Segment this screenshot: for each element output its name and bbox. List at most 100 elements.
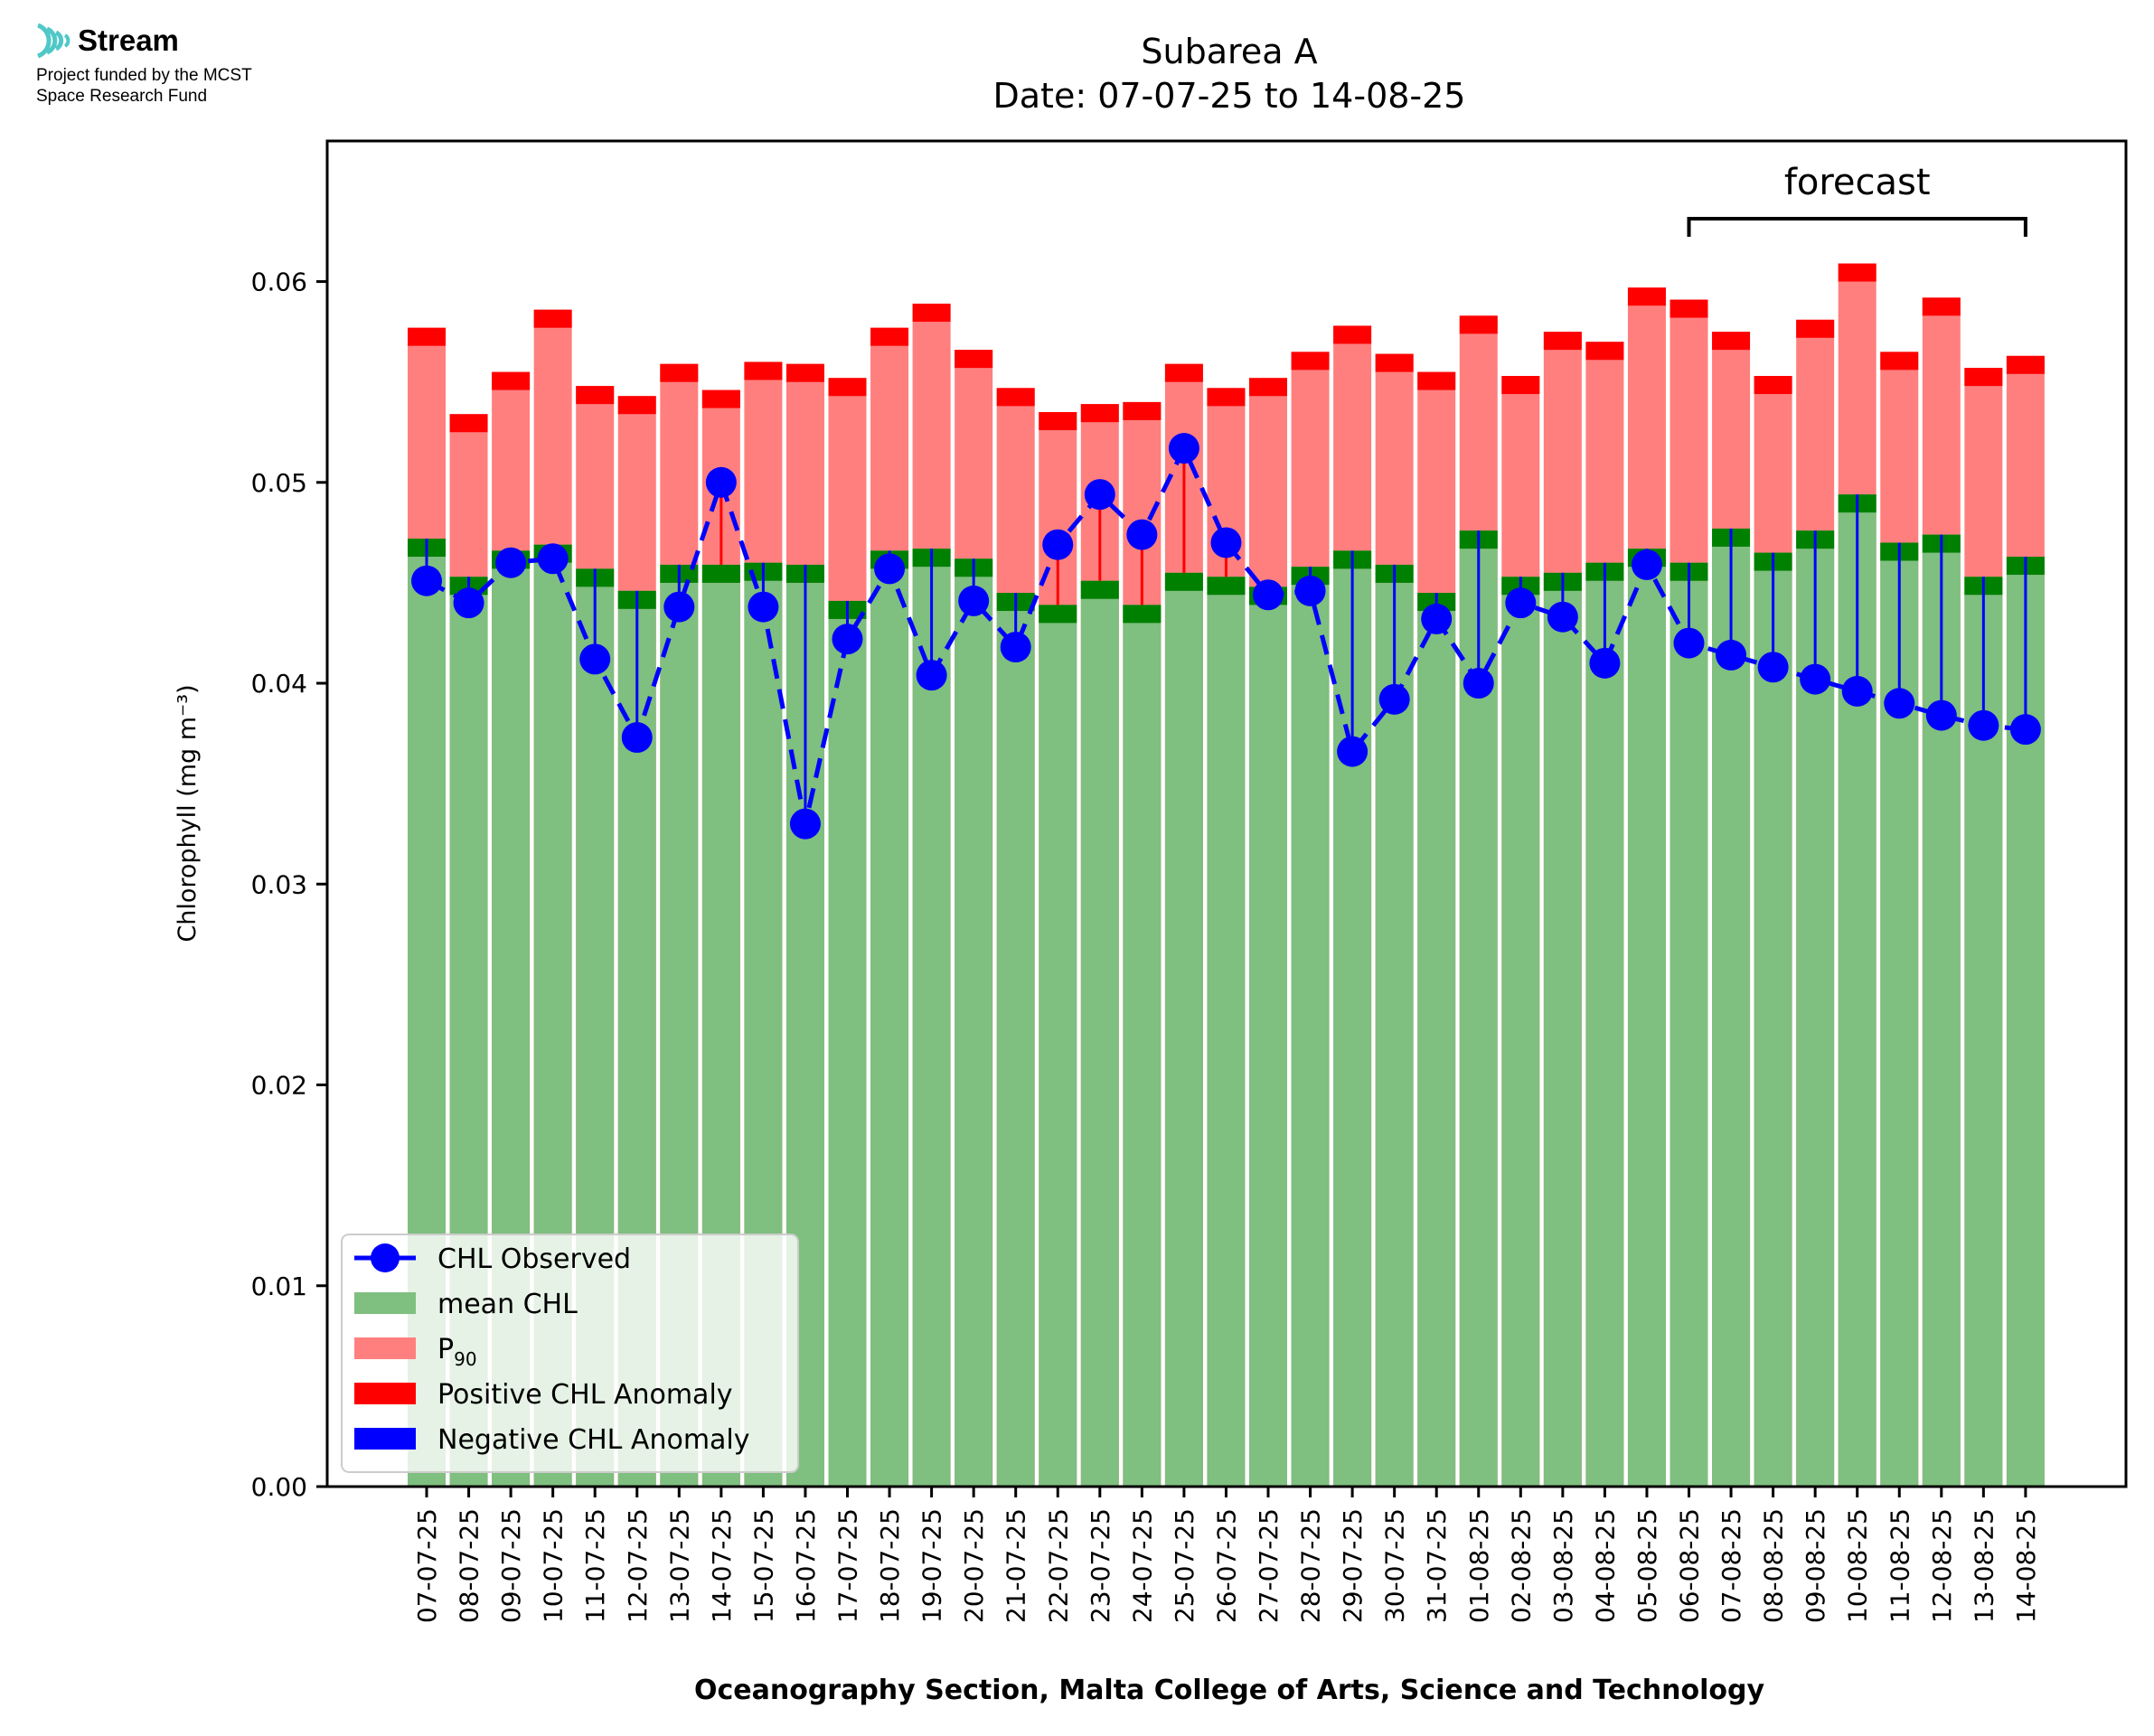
p90-top-band	[785, 363, 824, 382]
p90-top-band	[1796, 319, 1835, 338]
p90-top-band	[1964, 368, 2003, 387]
legend-box	[341, 1234, 799, 1473]
p90-top-band	[1375, 353, 1414, 372]
mean-bar	[996, 593, 1035, 1487]
mean-bar	[1670, 562, 1708, 1487]
y-axis: 0.00 0.01 0.02 0.03 0.04 0.05 0.06	[251, 267, 327, 1502]
p90-top-band	[1164, 363, 1203, 382]
mean-bar	[1080, 580, 1119, 1487]
observed-point	[1421, 603, 1453, 634]
legend-label-p90-main: P	[437, 1334, 454, 1365]
x-tick-label: 26-07-25	[1211, 1508, 1241, 1623]
forecast-label: forecast	[1784, 162, 1931, 203]
observed-point	[1126, 519, 1158, 550]
mean-top-band	[701, 564, 740, 583]
p90-top-band	[996, 388, 1035, 407]
x-tick-label: 10-07-25	[539, 1508, 569, 1623]
p90-top-band	[1207, 388, 1246, 407]
observed-point	[1505, 587, 1537, 619]
y-tick-label: 0.02	[251, 1071, 307, 1101]
legend-label-mean: mean CHL	[437, 1289, 578, 1320]
p90-top-band	[912, 304, 951, 323]
legend-label-observed: CHL Observed	[437, 1243, 631, 1275]
p90-top-band	[1922, 297, 1961, 316]
p90-top-band	[955, 350, 993, 369]
observed-point	[1589, 647, 1621, 679]
x-tick-label: 07-07-25	[412, 1508, 442, 1623]
x-tick-label: 18-07-25	[875, 1508, 905, 1623]
x-tick-label: 17-07-25	[833, 1508, 863, 1623]
observed-point	[663, 591, 695, 623]
p90-top-band	[1039, 412, 1077, 431]
x-tick-label: 13-07-25	[664, 1508, 694, 1623]
mean-bar	[912, 549, 951, 1487]
p90-top-band	[1501, 376, 1540, 395]
mean-bar	[1585, 562, 1624, 1487]
p90-top-band	[660, 363, 699, 382]
observed-point	[1337, 736, 1369, 767]
mean-bar	[1543, 572, 1582, 1487]
logo-name: Stream	[78, 23, 179, 57]
y-tick-label: 0.06	[251, 267, 307, 297]
x-tick-label: 19-07-25	[917, 1508, 947, 1623]
mean-bar	[1249, 586, 1287, 1487]
legend-label-p90-subscript: 90	[454, 1348, 476, 1370]
y-tick-label: 0.04	[251, 669, 307, 699]
p90-top-band	[1333, 325, 1372, 344]
logo-funding-line-2: Space Research Fund	[36, 87, 208, 106]
legend-swatch-p90	[354, 1337, 416, 1359]
observed-point	[621, 722, 653, 754]
p90-top-band	[1123, 401, 1162, 420]
observed-point	[1000, 632, 1031, 663]
x-tick-label: 11-08-25	[1885, 1508, 1914, 1623]
observed-point	[1378, 683, 1410, 715]
x-tick-label: 08-07-25	[455, 1508, 484, 1623]
y-tick-label: 0.03	[251, 869, 307, 899]
observed-point	[916, 660, 947, 691]
mean-top-band	[1164, 572, 1203, 591]
y-tick-label: 0.00	[251, 1472, 307, 1502]
p90-top-band	[1417, 371, 1456, 390]
x-tick-label: 15-07-25	[748, 1508, 778, 1623]
p90-top-band	[1543, 332, 1582, 351]
p90-top-band	[1754, 376, 1792, 395]
observed-point	[1253, 579, 1284, 611]
mean-top-band	[1039, 605, 1077, 624]
x-tick-label: 20-07-25	[959, 1508, 989, 1623]
x-tick-label: 09-07-25	[496, 1508, 526, 1623]
p90-top-band	[449, 414, 488, 433]
observed-point	[1800, 663, 1831, 695]
legend-observed-marker	[371, 1243, 400, 1272]
observed-point	[1757, 652, 1789, 683]
mean-bar	[1417, 593, 1456, 1487]
mean-bar	[870, 550, 909, 1487]
x-tick-label: 31-07-25	[1422, 1508, 1452, 1623]
observed-point	[1884, 688, 1915, 719]
forecast-bracket-line	[1687, 217, 2027, 237]
observed-point	[1042, 529, 1074, 560]
observed-point	[1925, 699, 1957, 731]
x-tick-label: 23-07-25	[1086, 1508, 1115, 1623]
observed-point	[411, 565, 442, 596]
p90-top-band	[1670, 299, 1708, 318]
p90-top-band	[1249, 378, 1287, 397]
observed-point	[1084, 479, 1115, 511]
mean-bar	[828, 600, 867, 1487]
p90-top-band	[1627, 287, 1666, 306]
p90-top-band	[533, 309, 572, 328]
observed-point	[748, 591, 779, 623]
mean-top-band	[1123, 605, 1162, 624]
y-axis-label: Chlorophyll (mg m⁻³)	[174, 684, 202, 942]
mean-bar	[1207, 577, 1246, 1487]
p90-top-band	[828, 378, 867, 397]
p90-top-band	[1838, 263, 1877, 282]
p90-top-band	[1291, 352, 1330, 371]
x-tick-label: 07-08-25	[1717, 1508, 1746, 1623]
x-tick-label: 30-07-25	[1380, 1508, 1410, 1623]
observed-point	[495, 547, 527, 578]
x-tick-label: 29-07-25	[1338, 1508, 1368, 1623]
x-tick-label: 09-08-25	[1801, 1508, 1830, 1623]
observed-point	[1547, 601, 1578, 633]
x-tick-label: 13-08-25	[1969, 1508, 1999, 1623]
wave-arc-3	[54, 30, 64, 52]
